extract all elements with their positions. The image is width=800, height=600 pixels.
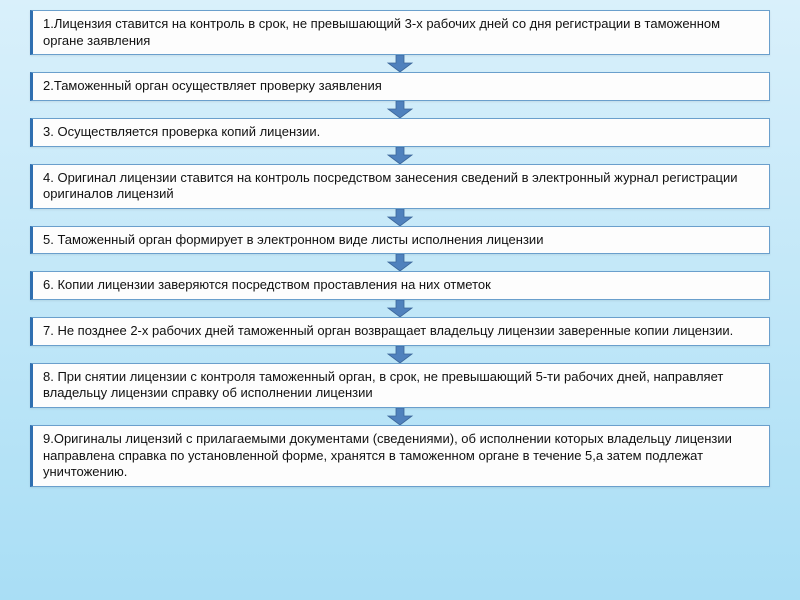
step-box: 9.Оригиналы лицензий с прилагаемыми доку…	[30, 425, 770, 487]
arrow-down-icon	[385, 408, 415, 425]
flowchart-container: 1.Лицензия ставится на контроль в срок, …	[0, 0, 800, 495]
arrow-down-icon	[385, 209, 415, 226]
arrow-down-icon	[385, 346, 415, 363]
arrow-down-icon	[385, 55, 415, 72]
step-box: 3. Осуществляется проверка копий лицензи…	[30, 118, 770, 147]
step-box: 2.Таможенный орган осуществляет проверку…	[30, 72, 770, 101]
arrow-down-icon	[385, 101, 415, 118]
step-text: 4. Оригинал лицензии ставится на контрол…	[43, 170, 738, 202]
step-box: 4. Оригинал лицензии ставится на контрол…	[30, 164, 770, 209]
step-box: 5. Таможенный орган формирует в электрон…	[30, 226, 770, 255]
step-box: 6. Копии лицензии заверяются посредством…	[30, 271, 770, 300]
step-text: 6. Копии лицензии заверяются посредством…	[43, 277, 491, 292]
step-text: 7. Не позднее 2-х рабочих дней таможенны…	[43, 323, 733, 338]
step-text: 5. Таможенный орган формирует в электрон…	[43, 232, 543, 247]
step-box: 8. При снятии лицензии с контроля таможе…	[30, 363, 770, 408]
step-text: 8. При снятии лицензии с контроля таможе…	[43, 369, 723, 401]
arrow-down-icon	[385, 147, 415, 164]
step-text: 3. Осуществляется проверка копий лицензи…	[43, 124, 320, 139]
arrow-down-icon	[385, 300, 415, 317]
step-box: 1.Лицензия ставится на контроль в срок, …	[30, 10, 770, 55]
arrow-down-icon	[385, 254, 415, 271]
step-text: 2.Таможенный орган осуществляет проверку…	[43, 78, 382, 93]
step-box: 7. Не позднее 2-х рабочих дней таможенны…	[30, 317, 770, 346]
step-text: 9.Оригиналы лицензий с прилагаемыми доку…	[43, 431, 732, 479]
step-text: 1.Лицензия ставится на контроль в срок, …	[43, 16, 720, 48]
